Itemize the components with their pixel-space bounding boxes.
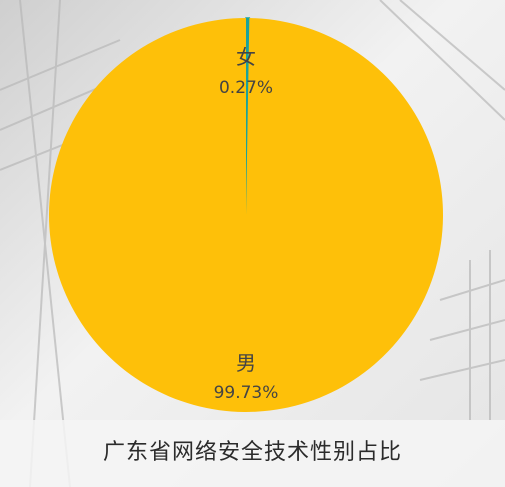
chart-title: 广东省网络安全技术性别占比 xyxy=(102,440,402,465)
pie-slice-male xyxy=(48,18,443,412)
slice-name-label: 女 xyxy=(236,45,256,69)
pie-slice-female xyxy=(245,17,251,216)
slice-value-label: 0.27% xyxy=(219,78,273,98)
slice-value-label: 99.73% xyxy=(214,383,279,403)
slice-name-label: 男 xyxy=(236,351,256,375)
